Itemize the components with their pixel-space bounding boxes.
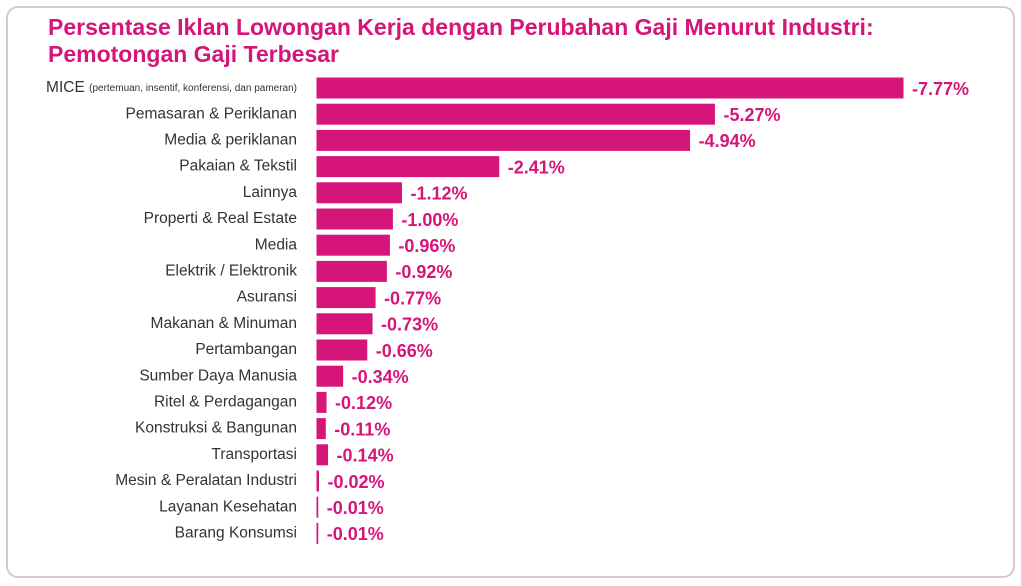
value-label: -0.77% [384,288,441,308]
bar [316,365,344,387]
category-label: Media [255,236,298,253]
value-label: -0.96% [398,236,455,256]
bar [316,418,326,440]
value-label: -0.14% [337,446,394,466]
value-label: -0.92% [395,262,452,282]
value-label: -0.73% [381,315,438,335]
value-label: -7.77% [912,79,969,99]
bar [316,260,387,282]
bar [316,208,393,230]
category-label: Lainnya [243,184,298,201]
value-label: -5.27% [723,105,780,125]
category-label: Mesin & Peralatan Industri [115,472,297,489]
value-label: -2.41% [508,157,565,177]
category-label: Properti & Real Estate [144,210,297,227]
value-label: -0.12% [335,393,392,413]
value-label: -0.34% [352,367,409,387]
bar [316,444,329,466]
bar [316,496,319,518]
value-label: -1.00% [401,210,458,230]
category-label: Makanan & Minuman [151,315,297,332]
category-label: Asuransi [237,289,297,306]
value-label: -0.11% [334,419,390,439]
value-label: -0.01% [327,524,384,544]
value-label: -0.02% [328,472,385,492]
category-label: Barang Konsumsi [175,524,297,541]
value-label: -0.66% [376,341,433,361]
bar [316,313,373,335]
bar [316,182,402,204]
bar [316,234,390,256]
bar [316,156,500,178]
bar [316,391,327,413]
bar [316,129,691,151]
category-label: Sumber Daya Manusia [139,367,297,384]
category-label: Transportasi [211,446,297,463]
category-label: Elektrik / Elektronik [165,262,297,279]
bar [316,287,376,309]
category-label: Pemasaran & Periklanan [126,105,297,122]
bar [316,470,320,492]
bar [316,103,715,125]
bar [316,522,319,544]
value-label: -0.01% [327,498,384,518]
frame [6,6,1015,578]
chart-title: Persentase Iklan Lowongan Kerja dengan P… [48,14,874,67]
category-label: Ritel & Perdagangan [154,393,297,410]
value-label: -4.94% [699,131,756,151]
category-label: Pakaian & Tekstil [179,158,297,175]
category-label: Pertambangan [195,341,297,358]
value-label: -1.12% [410,184,467,204]
bar [316,77,904,99]
category-label: Media & periklanan [164,131,297,148]
category-label: Konstruksi & Bangunan [135,420,297,437]
category-label: MICE (pertemuan, insentif, konferensi, d… [46,79,297,96]
bar [316,339,368,361]
category-label: Layanan Kesehatan [159,498,297,515]
